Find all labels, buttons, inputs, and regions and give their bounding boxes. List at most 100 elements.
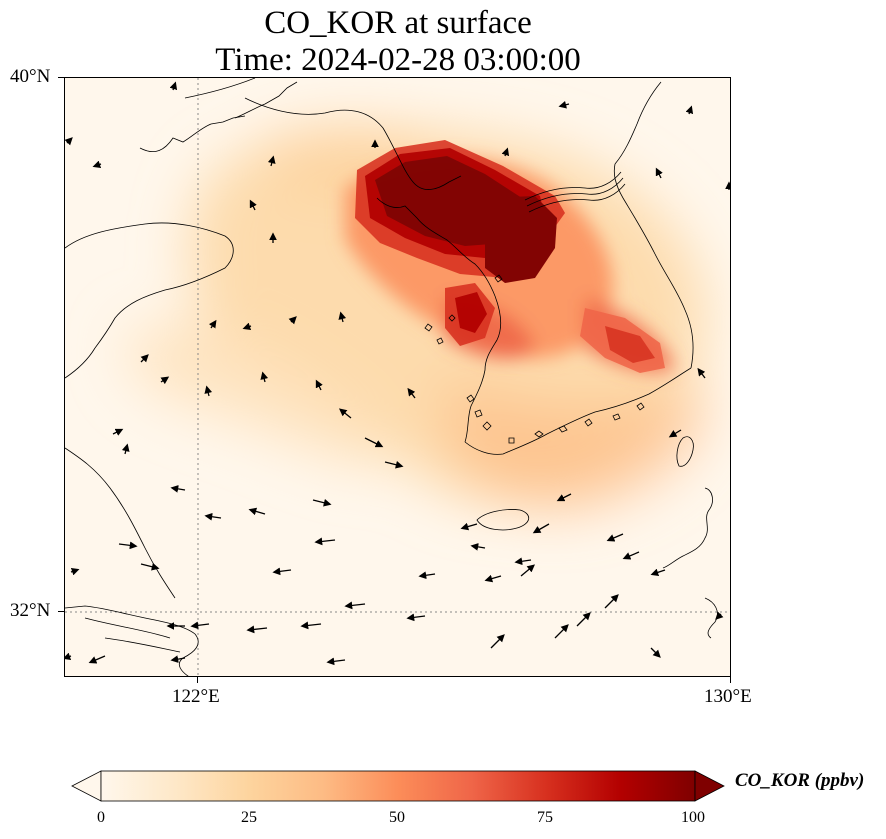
tick-mark-122E: [197, 677, 198, 683]
wind-vector-arrow: [204, 385, 213, 397]
wind-vector-arrow: [312, 498, 332, 507]
wind-vector-arrow: [622, 551, 640, 560]
wind-vector-arrow: [484, 574, 502, 583]
wind-vector-arrow: [242, 322, 252, 331]
border-dmz-2: [526, 177, 624, 207]
coastline-jeju: [476, 509, 530, 531]
colorbar-ramp: [100, 770, 696, 802]
wind-vector-arrow: [604, 594, 619, 609]
wind-vector-arrow: [314, 537, 336, 546]
wind-vector-arrow: [407, 387, 416, 399]
wind-vector-arrow: [364, 437, 384, 448]
wind-vector-arrow: [556, 493, 572, 502]
wind-vector-arrow: [685, 105, 694, 115]
wind-vector-arrow: [140, 354, 149, 363]
colorbar-tick-100: 100: [681, 809, 705, 826]
wind-vector-arrow: [344, 601, 366, 610]
wind-vector-arrow: [170, 485, 186, 493]
wind-vector-arrow: [338, 311, 347, 323]
colorbar-extend-min: [71, 770, 102, 802]
wind-vector-arrow: [121, 443, 130, 455]
wind-vector-arrow: [655, 167, 663, 179]
wind-vectors: [65, 81, 730, 666]
wind-vector-arrow: [246, 625, 268, 634]
wind-vector-arrow: [267, 155, 276, 167]
colorbar-tick-0: 0: [97, 809, 105, 826]
wind-vector-arrow: [554, 624, 569, 639]
border-dmz-1: [524, 171, 622, 201]
wind-vector-arrow: [315, 379, 323, 391]
wind-vector-arrow: [650, 647, 661, 658]
coastline-north-korea-west: [244, 97, 462, 190]
wind-vector-arrow: [650, 568, 666, 577]
wind-vector-arrow: [520, 564, 535, 577]
border-dmz-3: [528, 183, 626, 213]
wind-vector-arrow: [169, 81, 178, 91]
colorbar-tick-75: 75: [537, 809, 553, 826]
wind-vector-arrow: [300, 621, 322, 630]
wind-vector-arrow: [514, 557, 532, 566]
wind-vector-arrow: [668, 429, 682, 438]
wind-vector-arrow: [190, 621, 210, 630]
map-title: CO_KOR at surface: [264, 5, 532, 41]
colorbar: [71, 770, 725, 802]
wind-vector-arrow: [558, 100, 570, 109]
coastline-korea-west: [464, 295, 501, 443]
wind-vector-arrow: [160, 376, 170, 385]
coastline-shandong: [65, 222, 234, 349]
wind-vector-arrow: [406, 613, 426, 622]
coastline-korea-east: [613, 163, 694, 369]
wind-vector-arrow: [606, 533, 624, 542]
wind-vector-arrow: [326, 657, 346, 666]
wind-vector-arrow: [88, 655, 106, 664]
wind-vector-arrow: [260, 371, 269, 383]
lat-label-40N: 40°N: [10, 66, 51, 87]
colorbar-title: CO_KOR (ppbv): [735, 770, 865, 791]
colorbar-extend-max: [694, 770, 725, 802]
wind-vector-arrow: [490, 634, 505, 649]
wind-vector-arrow: [272, 567, 292, 576]
map-panel: [64, 77, 731, 677]
tick-mark-32N: [58, 611, 64, 612]
lon-label-130E: 130°E: [704, 686, 752, 707]
border-china-nk: [184, 78, 256, 99]
wind-vector-arrow: [248, 507, 266, 516]
wind-vector-arrow: [208, 319, 217, 329]
colorbar-tick-50: 50: [389, 809, 405, 826]
wind-vector-arrow: [532, 523, 550, 534]
wind-vector-arrow: [338, 408, 352, 419]
coastline-kyushu: [662, 487, 713, 569]
coastline-yangtze: [65, 605, 199, 676]
wind-vector-arrow: [118, 541, 138, 550]
coastline-tsushima: [676, 436, 694, 467]
wind-vector-arrow: [501, 147, 510, 157]
wind-vector-arrow: [92, 160, 102, 169]
wind-vector-arrow: [288, 316, 297, 325]
gridlines: [65, 78, 730, 676]
tick-mark-40N: [58, 77, 64, 78]
wind-vector-arrow: [576, 612, 591, 627]
wind-vector-arrow: [112, 428, 124, 436]
wind-vector-arrow: [460, 522, 478, 531]
wind-vector-arrow: [418, 571, 436, 580]
colorbar-tick-25: 25: [241, 809, 257, 826]
wind-vector-arrow: [470, 543, 486, 551]
tick-mark-130E: [730, 677, 731, 683]
wind-vector-arrow: [65, 137, 73, 146]
map-canvas: [65, 78, 730, 676]
coastline-islands: [466, 394, 645, 444]
wind-vector-arrow: [204, 512, 222, 521]
lat-label-32N: 32°N: [10, 600, 51, 621]
wind-vector-arrow: [249, 199, 257, 211]
wind-vector-arrow: [715, 611, 724, 620]
wind-vector-arrow: [140, 562, 160, 571]
wind-vector-arrow: [65, 652, 72, 661]
map-subtitle-time: Time: 2024-02-28 03:00:00: [215, 42, 581, 78]
wind-vector-arrow: [384, 460, 404, 469]
coastline-korea-south: [464, 367, 692, 455]
coastlines: [65, 78, 718, 676]
wind-vector-arrow: [697, 367, 706, 379]
coastline-liaodong: [139, 115, 246, 152]
lon-label-122E: 122°E: [172, 686, 220, 707]
coastline-jiangsu: [65, 447, 176, 599]
